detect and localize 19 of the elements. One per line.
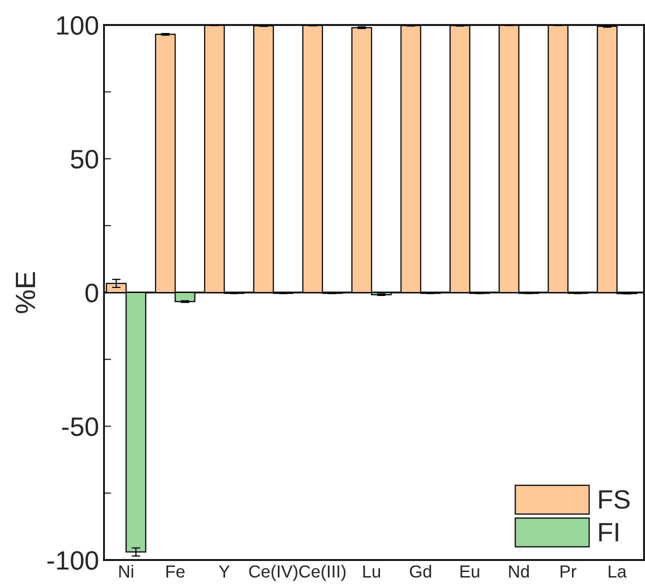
y-tick-label: 50 (70, 150, 98, 169)
legend-label: FS (599, 490, 630, 509)
y-tick-label: 0 (85, 284, 98, 302)
x-tick-label: Y (218, 566, 230, 578)
y-tick-label: -100 (48, 551, 98, 570)
x-tick-label: Ni (119, 564, 134, 578)
x-tick-label: Pr (560, 566, 576, 578)
x-tick-label: La (608, 566, 627, 578)
y-tick-label: 100 (57, 16, 98, 35)
y-tick-label: -50 (62, 417, 98, 436)
x-tick-label: Lu (363, 566, 380, 578)
x-tick-label: Fe (166, 566, 185, 578)
x-tick-label: Nd (509, 564, 529, 578)
x-tick-label: Ce(III) (299, 564, 346, 582)
x-tick-label: Gd (410, 564, 432, 578)
y-axis-title: %E (16, 272, 36, 314)
x-tick-label: Ce(IV) (249, 564, 298, 582)
x-tick-label: Eu (460, 566, 480, 578)
legend-label: FI (599, 523, 618, 542)
